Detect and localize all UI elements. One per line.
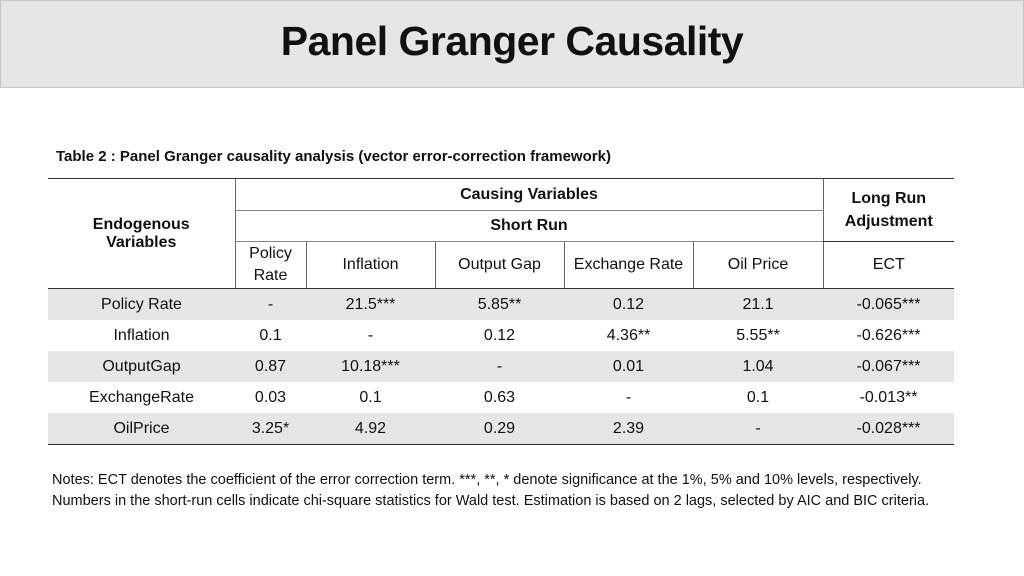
table-cell: 2.39 xyxy=(564,413,693,445)
table-cell: -0.067*** xyxy=(856,357,921,375)
granger-causality-table: Endogenous Variables Causing Variables L… xyxy=(48,178,955,445)
header-causing-variables: Causing Variables xyxy=(234,178,824,211)
table-cell: 4.92 xyxy=(306,413,435,445)
table-cell: - xyxy=(367,326,374,344)
table-cell: 0.1 xyxy=(746,388,770,406)
table-cell: -0.626*** xyxy=(856,326,921,344)
table-cell: -0.028*** xyxy=(823,413,955,445)
table-cell: 0.29 xyxy=(435,413,564,445)
header-col-output-gap: Output Gap xyxy=(434,241,564,289)
header-col-oil-price: Oil Price xyxy=(692,241,824,289)
header-col-inflation: Inflation xyxy=(305,241,435,289)
header-policy-rate-line2: Rate xyxy=(253,267,288,284)
table-cell: - xyxy=(693,413,824,445)
header-col-policy-rate: Policy Rate xyxy=(234,241,306,289)
table-cell: 0.63 xyxy=(483,388,516,406)
row-label: Inflation xyxy=(113,326,170,344)
table-cell: - xyxy=(496,357,503,375)
table-cell: 0.1 xyxy=(259,326,282,344)
header-policy-rate-line1: Policy xyxy=(249,245,292,262)
row-label: OilPrice xyxy=(48,413,235,445)
table-notes: Notes: ECT denotes the coefficient of th… xyxy=(52,472,930,509)
table-cell: 3.25* xyxy=(235,413,306,445)
table-cell: 21.5*** xyxy=(345,295,396,313)
row-label: OutputGap xyxy=(102,357,181,375)
table-row: OilPrice 3.25* 4.92 0.29 2.39 - -0.028**… xyxy=(48,413,955,445)
page-title: Panel Granger Causality xyxy=(280,18,744,64)
header-short-run: Short Run xyxy=(234,210,824,242)
table-cell: 0.01 xyxy=(612,357,645,375)
row-label: ExchangeRate xyxy=(89,388,194,406)
title-banner xyxy=(0,0,1024,88)
table-cell: 0.03 xyxy=(254,388,287,406)
table-row: Inflation 0.1 - 0.12 4.36** 5.55** -0.62… xyxy=(48,320,954,351)
table-cell: 10.18*** xyxy=(341,357,400,375)
header-long-run-adjustment: Long Run Adjustment xyxy=(822,178,955,242)
table-caption: Table 2 : Panel Granger causality analys… xyxy=(56,148,611,165)
header-col-exchange-rate: Exchange Rate xyxy=(563,241,693,289)
table-cell: - xyxy=(625,388,632,406)
table-cell: - xyxy=(267,295,274,313)
table-cell: -0.065*** xyxy=(856,295,921,313)
header-endogenous-variables: Endogenous Variables xyxy=(48,178,235,289)
table-row: ExchangeRate 0.03 0.1 0.63 - 0.1 -0.013*… xyxy=(48,382,954,413)
row-label: Policy Rate xyxy=(101,295,182,313)
header-col-ect: ECT xyxy=(822,241,955,289)
table-cell: 5.85** xyxy=(477,295,522,313)
table-cell: 5.55** xyxy=(736,326,780,344)
table-row: OutputGap 0.87 10.18*** - 0.01 1.04 -0.0… xyxy=(48,351,955,382)
table-cell: 0.1 xyxy=(359,388,382,406)
table-cell: 21.1 xyxy=(742,295,774,313)
table-cell: 4.36** xyxy=(606,326,651,344)
table-row: Policy Rate - 21.5*** 5.85** 0.12 21.1 -… xyxy=(48,288,955,320)
table-cell: 1.04 xyxy=(742,357,774,375)
table-cell: 0.12 xyxy=(612,295,645,313)
table-cell: 0.12 xyxy=(483,326,516,344)
table-cell: 0.87 xyxy=(254,357,287,375)
table-cell: -0.013** xyxy=(859,388,918,406)
